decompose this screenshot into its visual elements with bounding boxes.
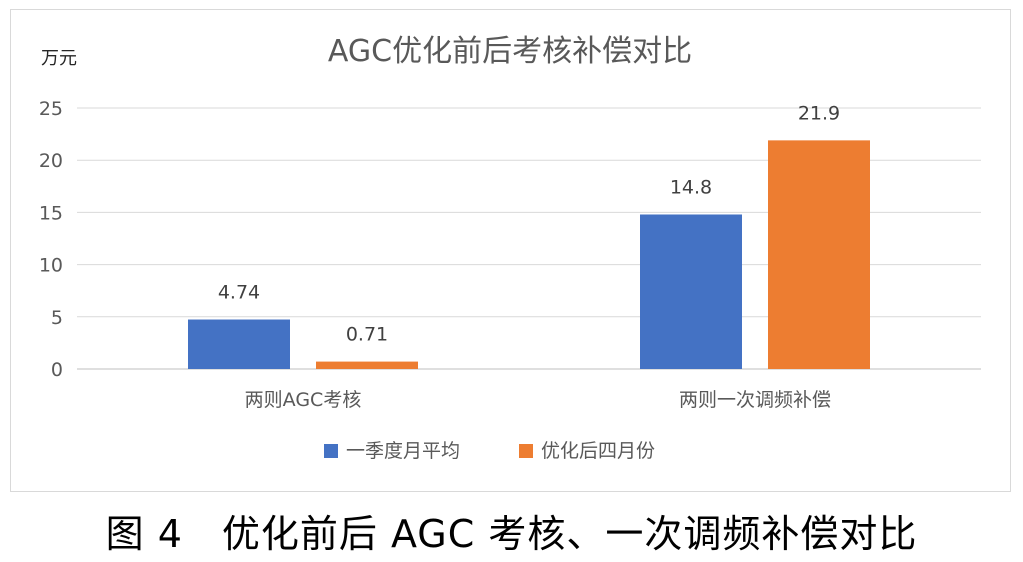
x-category-label: 两则AGC考核 — [245, 389, 362, 411]
legend-label: 一季度月平均 — [346, 440, 460, 462]
data-label: 4.74 — [218, 282, 260, 304]
x-category-label: 两则一次调频补偿 — [679, 389, 831, 411]
legend-label: 优化后四月份 — [541, 440, 655, 462]
y-tick-label: 5 — [51, 307, 63, 329]
chart-title: AGC优化前后考核补偿对比 — [328, 34, 692, 69]
y-tick-label: 20 — [39, 150, 63, 172]
legend-swatch — [519, 444, 533, 458]
data-label: 14.8 — [670, 176, 712, 198]
figure-caption: 图 4 优化前后 AGC 考核、一次调频补偿对比 — [105, 512, 918, 556]
bar — [768, 140, 870, 369]
y-tick-label: 15 — [39, 202, 63, 224]
data-label: 0.71 — [346, 324, 388, 346]
bar — [316, 361, 418, 369]
data-label: 21.9 — [798, 102, 840, 124]
y-tick-label: 10 — [39, 255, 63, 277]
bar — [640, 214, 742, 369]
y-tick-label: 0 — [51, 359, 63, 381]
y-axis-label: 万元 — [41, 48, 77, 69]
y-tick-label: 25 — [39, 98, 63, 120]
bar — [188, 319, 290, 369]
legend-swatch — [324, 444, 338, 458]
bar-chart: AGC优化前后考核补偿对比 万元 0 5 10 15 20 25 4.74 0.71 两则AGC考核… — [39, 34, 981, 462]
